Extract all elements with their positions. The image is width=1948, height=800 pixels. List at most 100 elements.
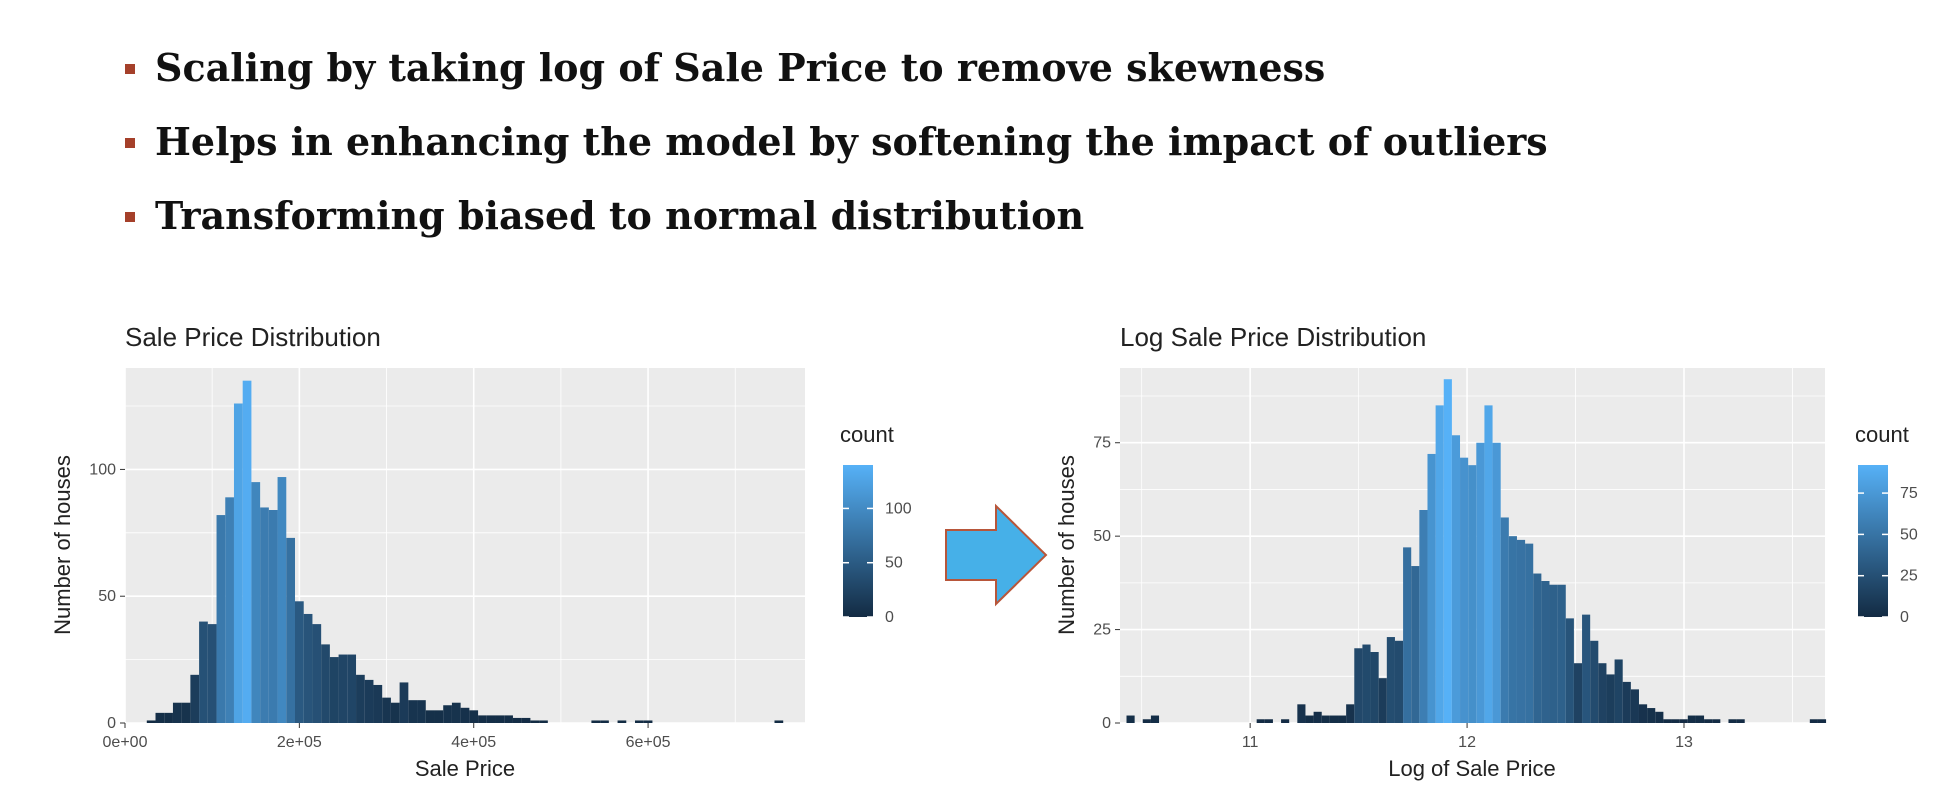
legend-title: count [1855, 422, 1909, 447]
histogram-bar [1394, 640, 1404, 723]
legend-tick-label: 100 [885, 500, 912, 517]
histogram-bar [1451, 435, 1461, 723]
histogram-bar [155, 712, 165, 723]
histogram-bar [1728, 719, 1737, 723]
histogram-bar [530, 720, 540, 723]
histogram-bar [1606, 674, 1615, 723]
histogram-bar [1460, 457, 1469, 723]
x-tick-label: 4e+05 [451, 734, 496, 751]
histogram-bar [277, 477, 287, 723]
legend-color-bar [1858, 465, 1888, 617]
histogram-bar [1427, 453, 1436, 723]
x-tick-label: 13 [1675, 734, 1693, 751]
chart-title: Log Sale Price Distribution [1120, 322, 1426, 352]
histogram-bar [1313, 711, 1322, 723]
histogram-bar [251, 482, 261, 723]
histogram-bar [1590, 640, 1599, 723]
bullet-marker [125, 212, 135, 222]
y-tick-label: 0 [1102, 715, 1111, 732]
bullet-item: Scaling by taking log of Sale Price to r… [125, 30, 1548, 104]
legend-tick-label: 50 [1900, 526, 1918, 543]
sale-price-histogram: Sale Price Distribution 0e+00 2e+05 4e+05 6… [50, 322, 912, 781]
histogram-bar [1671, 719, 1680, 723]
histogram-bar [356, 674, 365, 723]
histogram-bar [364, 679, 374, 723]
histogram-bar [504, 715, 513, 723]
histogram-bar [1338, 715, 1347, 723]
histogram-bar [181, 702, 191, 723]
histogram-bar [1647, 708, 1656, 723]
histogram-bar [329, 657, 339, 723]
histogram-bar [1712, 719, 1721, 723]
histogram-bar [443, 705, 452, 723]
histogram-bar [1476, 442, 1485, 723]
y-tick-label: 75 [1093, 435, 1111, 452]
histogram-bar [1508, 536, 1517, 723]
legend-tick-label: 0 [1900, 609, 1909, 626]
histogram-bar [1264, 719, 1273, 723]
histogram-bar [460, 707, 470, 723]
bullet-marker [125, 138, 135, 148]
histogram-bar [617, 720, 627, 723]
legend-tick-label: 25 [1900, 568, 1918, 585]
histogram-bar [1297, 704, 1306, 723]
histogram-bar [1704, 719, 1713, 723]
histogram-bar [347, 654, 357, 723]
histogram-bar [417, 700, 426, 723]
histogram-bar [382, 697, 391, 723]
bullet-item: Transforming biased to normal distributi… [125, 178, 1548, 252]
histogram-bar [1638, 704, 1648, 723]
axes: 0e+00 2e+05 4e+05 6e+05 0 50 100 [89, 461, 670, 751]
histogram-bar [1443, 379, 1452, 723]
histogram-bar [312, 624, 322, 723]
x-tick-label: 11 [1242, 734, 1259, 751]
histogram-bar [1305, 715, 1314, 723]
histogram-bar [1655, 711, 1664, 723]
histogram-bar [434, 710, 444, 723]
histogram-bar [1256, 719, 1265, 723]
y-tick-label: 0 [107, 715, 116, 732]
histogram-bar [1346, 704, 1355, 723]
histogram-bar [425, 710, 435, 723]
histogram-bar [469, 710, 479, 723]
x-axis-title: Log of Sale Price [1388, 756, 1556, 781]
bullet-text: Scaling by taking log of Sale Price to r… [155, 44, 1326, 90]
x-tick-label: 12 [1458, 734, 1476, 751]
y-axis-title: Number of houses [50, 455, 75, 635]
histogram-bar [338, 654, 348, 723]
histogram-bar [172, 702, 182, 723]
histogram-bar [600, 720, 609, 723]
y-tick-label: 100 [89, 461, 116, 478]
histogram-bar [1663, 719, 1672, 723]
bullet-text: Transforming biased to normal distributi… [155, 192, 1085, 238]
histogram-bar [591, 720, 601, 723]
histogram-bar [1126, 715, 1135, 723]
y-tick-label: 50 [1093, 528, 1111, 545]
histogram-bar [1533, 573, 1542, 723]
histogram-bar [1516, 539, 1526, 723]
histogram-bar [216, 515, 226, 723]
histogram-bar [1695, 715, 1705, 723]
legend-title: count [840, 422, 894, 447]
histogram-bar [1378, 678, 1387, 723]
histogram-bar [1370, 652, 1379, 723]
legend-color-bar [843, 465, 873, 617]
bullet-list: Scaling by taking log of Sale Price to r… [125, 30, 1548, 252]
histogram-bar [1362, 644, 1371, 723]
histogram-bar [286, 537, 295, 723]
count-legend: count 0 25 50 75 [1855, 422, 1918, 626]
histogram-bar [233, 403, 243, 723]
histogram-bar [1736, 719, 1745, 723]
histogram-bar [451, 702, 461, 723]
x-tick-label: 2e+05 [277, 734, 322, 751]
histogram-bar [1492, 442, 1501, 723]
histogram-bar [512, 717, 522, 723]
histogram-bar [399, 682, 409, 723]
x-tick-label: 0e+00 [103, 734, 148, 751]
histogram-bar [1411, 566, 1420, 723]
count-legend: count 0 50 100 [840, 422, 912, 626]
legend-tick-label: 75 [1900, 485, 1918, 502]
histogram-bar [1687, 715, 1696, 723]
histogram-bar [1142, 719, 1151, 723]
histogram-bar [1541, 581, 1550, 723]
